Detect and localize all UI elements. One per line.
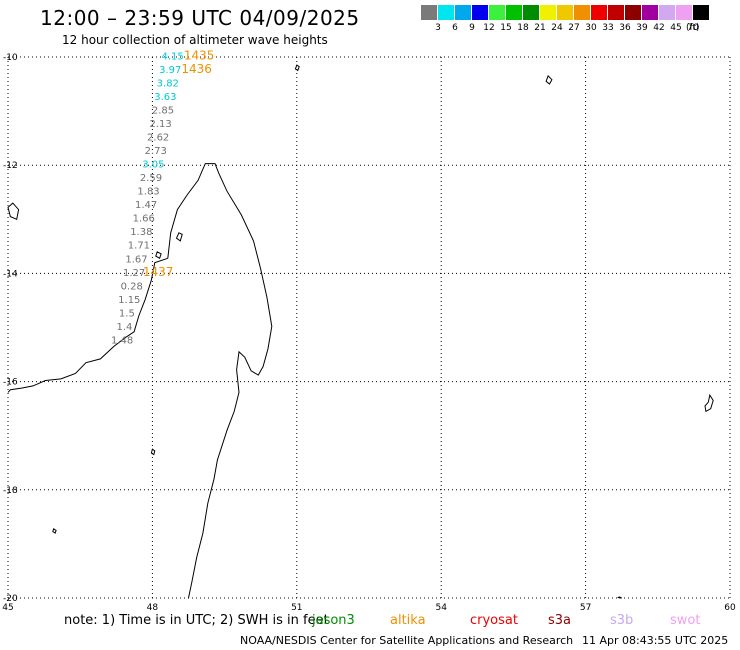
- satellite-swot: swot: [670, 613, 701, 628]
- legend-swatch: [625, 5, 642, 20]
- longitude-tick-label: 48: [147, 603, 159, 613]
- legend-swatch: [523, 5, 540, 20]
- footer-note: note: 1) Time is in UTC; 2) SWH is in fe…: [64, 613, 329, 628]
- pass-time-label: 1437: [143, 265, 174, 279]
- legend-label: 6: [452, 23, 458, 33]
- wave-height-value: 1.83: [137, 187, 159, 198]
- pass-time-label: 1435: [184, 48, 215, 62]
- wave-height-value: 2.13: [149, 119, 171, 130]
- legend-label: 3: [435, 23, 441, 33]
- wave-height-value: 2.59: [140, 173, 162, 184]
- legend-label: 39: [636, 23, 648, 33]
- legend-swatch: [676, 5, 693, 20]
- wave-height-value: 2.85: [152, 105, 174, 116]
- longitude-tick-label: 51: [291, 603, 302, 613]
- legend-swatch: [489, 5, 506, 20]
- legend-label: 33: [602, 23, 614, 33]
- longitude-tick-label: 54: [435, 603, 447, 613]
- satellite-cryosat: cryosat: [470, 613, 518, 628]
- legend-swatch: [574, 5, 591, 20]
- wave-height-value: 1.48: [111, 335, 133, 346]
- legend-label: 45: [670, 23, 682, 33]
- legend-swatch: [557, 5, 574, 20]
- island-outline: [7, 202, 20, 221]
- legend-label: 42: [653, 23, 665, 33]
- island-outline: [617, 596, 622, 599]
- wave-height-value: 3.97: [159, 65, 181, 76]
- legend-swatch: [421, 5, 438, 20]
- legend-label: 12: [483, 23, 495, 33]
- legend-swatch: [540, 5, 557, 20]
- island-outline: [52, 528, 57, 534]
- island-outline: [150, 448, 156, 456]
- legend-swatch: [659, 5, 676, 20]
- coastline: [7, 257, 168, 393]
- wave-height-value: 4.15: [161, 51, 183, 62]
- wave-height-value: 1.38: [130, 227, 152, 238]
- wave-height-value: 3.82: [157, 78, 179, 89]
- coastline: [167, 163, 273, 599]
- latitude-tick-label: -20: [3, 594, 18, 604]
- map-title: 12:00 – 23:59 UTC 04/09/2025: [40, 6, 360, 30]
- longitude-tick-label: 60: [724, 603, 736, 613]
- satellite-s3b: s3b: [610, 613, 634, 628]
- wave-height-value: 1.27: [123, 268, 145, 279]
- wave-height-value: 3.05: [142, 160, 164, 171]
- legend-label: 30: [585, 23, 597, 33]
- island-outline: [704, 393, 714, 413]
- island-outline: [294, 64, 300, 72]
- legend-swatch: [642, 5, 659, 20]
- latitude-tick-label: -10: [3, 53, 18, 63]
- legend-swatch: [693, 5, 710, 20]
- map-subtitle: 12 hour collection of altimeter wave hei…: [62, 33, 328, 47]
- pass-time-label: 1436: [181, 62, 212, 76]
- satellite-altika: altika: [390, 613, 426, 628]
- wave-height-value: 2.62: [147, 133, 169, 144]
- island-outline: [175, 232, 183, 242]
- wave-height-value: 1.15: [118, 295, 140, 306]
- longitude-tick-label: 45: [2, 603, 13, 613]
- legend-label: 18: [517, 23, 529, 33]
- credit-line: NOAA/NESDIS Center for Satellite Applica…: [240, 634, 574, 647]
- legend-label: 27: [568, 23, 580, 33]
- wave-height-value: 1.47: [135, 200, 157, 211]
- wave-height-value: 0.28: [121, 281, 143, 292]
- island-outline: [155, 251, 162, 260]
- legend-swatch: [472, 5, 489, 20]
- legend-label: 24: [551, 23, 563, 33]
- legend-label: 9: [469, 23, 475, 33]
- legend-label: 70: [687, 23, 699, 33]
- legend-swatch: [608, 5, 625, 20]
- legend-swatch: [438, 5, 455, 20]
- latitude-tick-label: -12: [3, 161, 18, 171]
- legend-unit: (ft): [686, 23, 700, 33]
- wave-height-value: 1.67: [125, 254, 147, 265]
- latitude-tick-label: -16: [3, 378, 18, 388]
- legend-label: 36: [619, 23, 631, 33]
- latitude-tick-label: -18: [3, 486, 18, 496]
- satellite-jason3: jason3: [312, 613, 355, 628]
- legend-swatch: [591, 5, 608, 20]
- legend-label: 15: [500, 23, 512, 33]
- latitude-tick-label: -14: [3, 269, 18, 279]
- wave-height-value: 1.4: [117, 322, 133, 333]
- island-outline: [545, 74, 553, 85]
- wave-height-value: 3.63: [154, 92, 176, 103]
- generation-timestamp: 11 Apr 08:43:55 UTC 2025: [582, 634, 729, 647]
- wave-height-value: 2.73: [145, 146, 167, 157]
- legend-swatch: [455, 5, 472, 20]
- satellite-s3a: s3a: [548, 613, 572, 628]
- longitude-tick-label: 57: [580, 603, 591, 613]
- legend-swatch: [506, 5, 523, 20]
- wave-height-value: 1.71: [128, 241, 150, 252]
- wave-height-value: 1.66: [133, 214, 155, 225]
- legend-label: 21: [534, 23, 546, 33]
- wave-height-value: 1.5: [119, 308, 135, 319]
